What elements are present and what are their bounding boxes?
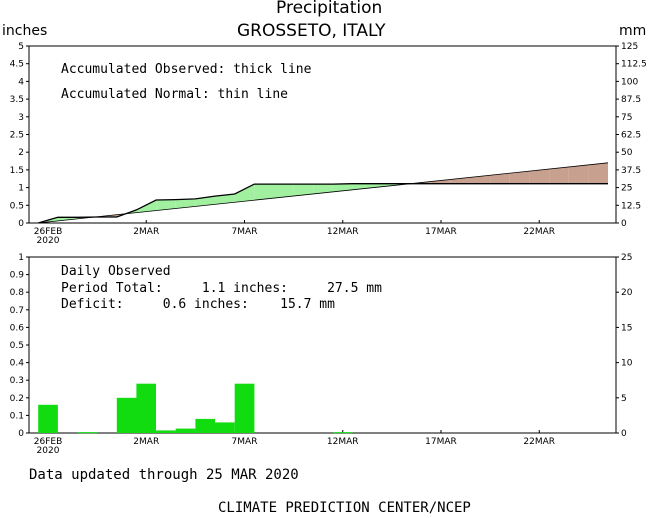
y-tick-label-right: 112.5	[621, 60, 647, 70]
x-tick-label: 7MAR	[232, 437, 258, 447]
y-tick-label-left: 0.5	[10, 341, 24, 351]
y-tick-label-left: 5	[18, 42, 24, 52]
x-tick-label: 17MAR	[425, 227, 457, 237]
daily-bar	[332, 432, 353, 434]
y-tick-label-left: 0	[18, 429, 24, 439]
y-tick-label-left: 1	[18, 253, 24, 263]
y-tick-label-left: 1	[18, 184, 24, 194]
x-tick-label: 2MAR	[133, 437, 159, 447]
x-tick-label: 12MAR	[327, 437, 359, 447]
y-tick-label-right: 25	[621, 253, 632, 263]
daily-bar	[136, 383, 156, 433]
y-tick-label-right: 15	[621, 323, 632, 333]
deficit-area	[529, 169, 550, 184]
surplus-area	[234, 184, 255, 203]
x-tick-label: 12MAR	[327, 227, 359, 237]
surplus-area	[156, 199, 176, 211]
daily-bar	[234, 383, 255, 433]
daily-bar	[175, 428, 196, 433]
y-tick-label-left: 4	[18, 77, 24, 87]
y-tick-label-right: 0	[621, 429, 627, 439]
daily-observed-label: Daily Observed	[61, 264, 171, 279]
y-tick-label-right: 62.5	[621, 131, 641, 141]
legend-observed: Accumulated Observed: thick line	[61, 62, 312, 77]
surplus-area	[175, 198, 196, 209]
y-tick-label-left: 2.5	[10, 131, 24, 141]
chart-title: Precipitation	[276, 0, 383, 18]
right-axis-unit: mm	[619, 23, 647, 39]
y-tick-label-right: 75	[621, 113, 632, 123]
y-tick-label-right: 0	[621, 219, 627, 229]
y-tick-label-left: 0.7	[10, 306, 24, 316]
y-tick-label-right: 100	[621, 77, 638, 87]
x-tick-label: 7MAR	[232, 227, 258, 237]
y-tick-label-left: 2	[18, 148, 24, 158]
x-tick-label: 22MAR	[523, 437, 555, 447]
y-tick-label-left: 0.4	[10, 359, 25, 369]
y-tick-label-left: 0.2	[10, 394, 24, 404]
daily-bar	[38, 404, 58, 433]
x-tick-sublabel: 2020	[37, 236, 60, 246]
surplus-area	[57, 217, 78, 221]
y-tick-label-left: 0	[18, 219, 24, 229]
data-updated-note: Data updated through 25 MAR 2020	[29, 467, 299, 483]
y-tick-label-right: 50	[621, 148, 633, 158]
daily-bar	[116, 397, 137, 433]
y-tick-label-left: 0.9	[10, 271, 25, 281]
y-tick-label-left: 0.5	[10, 201, 24, 211]
observed-line	[38, 183, 608, 224]
normal-line	[38, 162, 609, 224]
y-tick-label-left: 3.5	[10, 95, 24, 105]
chart-subtitle: GROSSETO, ITALY	[237, 21, 386, 41]
surplus-area	[215, 194, 235, 205]
deficit-area	[470, 175, 491, 184]
daily-panel: 00.10.20.30.40.50.60.70.80.9105101520252…	[10, 253, 633, 456]
y-tick-label-left: 0.1	[10, 411, 24, 421]
credit-line: CLIMATE PREDICTION CENTER/NCEP	[218, 500, 471, 516]
surplus-area	[293, 184, 314, 196]
y-tick-label-right: 87.5	[621, 95, 641, 105]
deficit-area	[431, 179, 451, 184]
accumulated-panel: 00.511.522.533.544.55012.52537.55062.575…	[10, 42, 647, 246]
y-tick-label-right: 125	[621, 42, 638, 52]
y-tick-label-right: 37.5	[621, 166, 641, 176]
legend-normal: Accumulated Normal: thin line	[61, 87, 288, 102]
surplus-area	[313, 184, 333, 194]
x-tick-label: 22MAR	[523, 227, 555, 237]
deficit-summary: Deficit: 0.6 inches: 15.7 mm	[61, 297, 335, 312]
y-tick-label-right: 20	[621, 288, 633, 298]
y-tick-label-left: 1.5	[10, 166, 24, 176]
x-tick-label: 26FEB	[34, 437, 63, 447]
y-tick-label-left: 0.3	[10, 376, 24, 386]
deficit-area	[588, 162, 608, 184]
y-tick-label-right: 12.5	[621, 201, 641, 211]
daily-bar	[215, 422, 235, 433]
surplus-area	[254, 184, 274, 201]
y-tick-label-left: 0.6	[10, 323, 25, 333]
y-tick-label-left: 0.8	[10, 288, 25, 298]
deficit-area	[509, 171, 530, 184]
deficit-area	[568, 164, 589, 184]
x-tick-sublabel: 2020	[37, 446, 60, 456]
x-tick-label: 26FEB	[34, 227, 63, 237]
daily-bar	[77, 432, 98, 434]
x-tick-label: 2MAR	[133, 227, 159, 237]
surplus-area	[274, 184, 294, 199]
surplus-area	[332, 183, 353, 192]
surplus-area	[372, 183, 392, 188]
deficit-area	[549, 167, 569, 184]
y-tick-label-right: 5	[621, 394, 627, 404]
period-total: Period Total: 1.1 inches: 27.5 mm	[61, 281, 382, 296]
x-tick-label: 17MAR	[425, 437, 457, 447]
y-tick-label-right: 10	[621, 359, 633, 369]
y-tick-label-left: 4.5	[10, 60, 24, 70]
left-axis-unit: inches	[2, 23, 48, 39]
y-tick-label-right: 25	[621, 184, 632, 194]
surplus-area	[352, 183, 373, 190]
deficit-area	[490, 173, 510, 184]
daily-bar	[195, 418, 215, 433]
y-tick-label-left: 3	[18, 113, 24, 123]
daily-bar	[156, 430, 176, 433]
